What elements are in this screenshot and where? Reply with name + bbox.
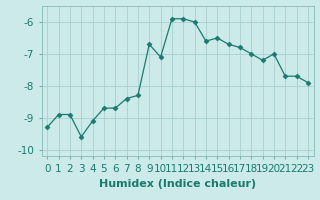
X-axis label: Humidex (Indice chaleur): Humidex (Indice chaleur) [99,179,256,189]
